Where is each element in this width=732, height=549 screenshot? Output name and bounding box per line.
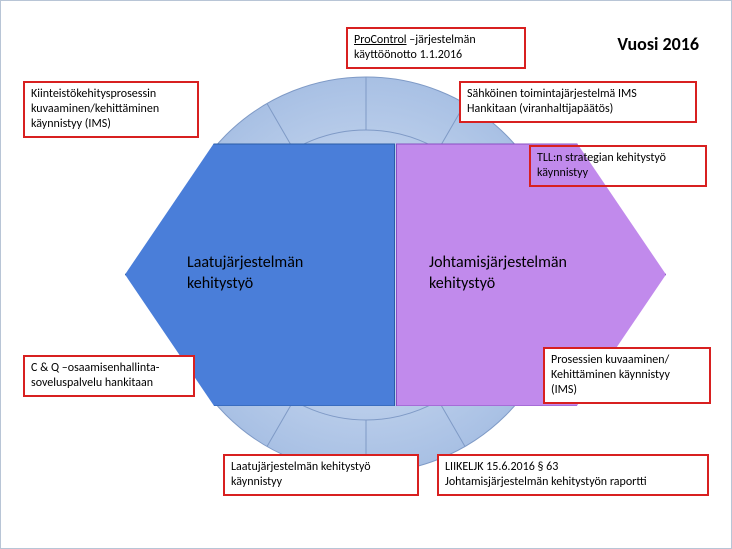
callout-cq: C & Q –osaamisenhallinta- soveluspalvelu…	[23, 355, 195, 397]
callout-kiinteisto: Kiinteistökehitysprosessin kuvaaminen/ke…	[23, 81, 199, 138]
left-shape-label-line1: Laatujärjestelmän	[187, 253, 303, 272]
callout-laatu: Laatujärjestelmän kehitystyö käynnistyy	[223, 454, 419, 496]
callout-text: käynnistyy (IMS)	[31, 117, 111, 131]
right-shape-label-line1: Johtamisjärjestelmän	[429, 253, 567, 272]
callout-procontrol: ProControl –järjestelmän käyttöönotto 1.…	[346, 27, 526, 69]
callout-text: soveluspalvelu hankitaan	[31, 376, 153, 390]
left-shape-label: Laatujärjestelmän kehitystyö	[187, 253, 303, 295]
callout-liikeljk: LIIKELJK 15.6.2016 § 63 Johtamisjärjeste…	[437, 454, 709, 496]
callout-prosessien: Prosessien kuvaaminen/ Kehittäminen käyn…	[543, 347, 711, 404]
left-shape-label-line2: kehitystyö	[187, 274, 253, 293]
callout-text: Prosessien kuvaaminen/	[551, 353, 669, 367]
callout-sahkoinen: Sähköinen toimintajärjestelmä IMS Hankit…	[459, 81, 697, 123]
callout-text: kuvaaminen/kehittäminen	[31, 102, 159, 116]
callout-text: käynnistyy	[231, 475, 282, 489]
callout-text: LIIKELJK 15.6.2016 § 63	[445, 460, 558, 474]
callout-text: C & Q –osaamisenhallinta-	[31, 361, 159, 375]
callout-text: käynnistyy	[537, 166, 588, 180]
callout-text: (IMS)	[551, 383, 577, 397]
right-shape-label-line2: kehitystyö	[429, 274, 495, 293]
page-title: Vuosi 2016	[617, 33, 699, 55]
right-shape-label: Johtamisjärjestelmän kehitystyö	[429, 253, 567, 295]
callout-text: Laatujärjestelmän kehitystyö	[231, 460, 371, 474]
callout-text: Hankitaan (viranhaltijapäätös)	[467, 102, 613, 116]
callout-text: Sähköinen toimintajärjestelmä IMS	[467, 87, 637, 101]
callout-text: TLL:n strategian kehitystyö	[537, 151, 666, 165]
callout-text: Kehittäminen käynnistyy	[551, 368, 670, 382]
callout-tll: TLL:n strategian kehitystyö käynnistyy	[529, 145, 707, 187]
callout-text: käyttöönotto 1.1.2016	[354, 48, 462, 62]
callout-text: Johtamisjärjestelmän kehitystyön raportt…	[445, 475, 647, 489]
callout-text: Kiinteistökehitysprosessin	[31, 87, 156, 101]
